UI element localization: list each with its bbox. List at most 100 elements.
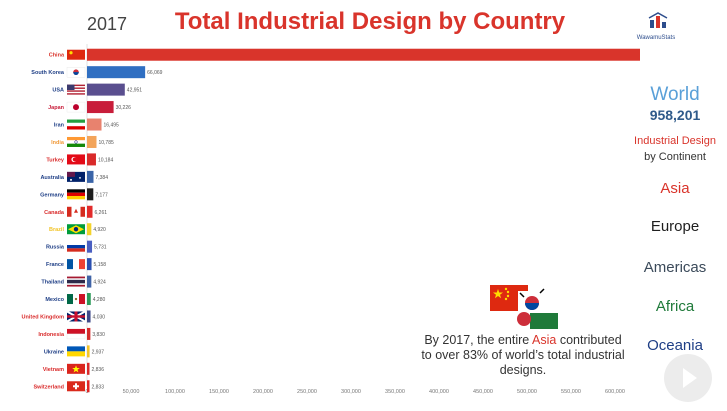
bar-value-label: 10,785 bbox=[98, 140, 114, 146]
logo: WawamuStats bbox=[637, 12, 678, 41]
bar-value-label: 4,924 bbox=[93, 280, 106, 286]
bar-value-label: 5,158 bbox=[94, 262, 107, 268]
turkey-flag bbox=[67, 154, 85, 165]
bar bbox=[87, 275, 92, 288]
bar-value-label: 4,920 bbox=[93, 227, 106, 233]
continent-subtitle-2: by Continent bbox=[644, 151, 706, 163]
bar-value-label: 4,030 bbox=[93, 314, 106, 320]
bar-value-label: 10,184 bbox=[98, 157, 114, 163]
continent-oceania: Oceania bbox=[647, 337, 703, 354]
country-label: Australia bbox=[40, 175, 64, 181]
x-tick-label: 250,000 bbox=[297, 389, 317, 395]
bar-value-label: 5,731 bbox=[94, 245, 107, 251]
bar bbox=[87, 293, 91, 306]
indonesia-flag bbox=[66, 328, 86, 340]
x-tick-label: 550,000 bbox=[561, 389, 581, 395]
brazil-flag bbox=[67, 224, 85, 235]
x-tick-label: 400,000 bbox=[429, 389, 449, 395]
australia-flag bbox=[67, 171, 85, 182]
bar-value-label: 42,951 bbox=[127, 88, 143, 94]
x-tick-label: 200,000 bbox=[253, 389, 273, 395]
south-korea-flag bbox=[66, 67, 86, 78]
bar-chart: 050,000100,000150,000200,000250,000300,0… bbox=[22, 44, 640, 395]
japan-flag bbox=[66, 101, 86, 113]
country-label: India bbox=[51, 140, 65, 146]
ukraine-flag bbox=[67, 346, 85, 357]
chart-title: Total Industrial Design by Country bbox=[174, 8, 566, 35]
bar bbox=[87, 135, 97, 148]
germany-flag bbox=[67, 189, 85, 200]
bar bbox=[87, 223, 92, 236]
iran-flag bbox=[67, 119, 85, 130]
bar bbox=[87, 66, 146, 79]
note-text-1: By 2017, the entire bbox=[424, 333, 533, 347]
world-label: World bbox=[650, 84, 700, 105]
country-label: Indonesia bbox=[38, 332, 65, 338]
continent-europe: Europe bbox=[650, 218, 700, 235]
continent-africa: Africa bbox=[655, 298, 695, 315]
bar bbox=[87, 101, 114, 114]
russia-flag bbox=[67, 241, 85, 252]
bar bbox=[87, 310, 91, 323]
country-label: Iran bbox=[54, 123, 65, 129]
year-label: 2017 bbox=[87, 14, 128, 34]
china-flag bbox=[67, 49, 85, 60]
bar-value-label: 2,937 bbox=[92, 349, 105, 355]
bar bbox=[87, 327, 91, 340]
country-label: Ukraine bbox=[44, 349, 64, 355]
country-label: Turkey bbox=[46, 157, 65, 163]
india-flag bbox=[67, 136, 85, 147]
world-value: 958,201 bbox=[649, 107, 701, 123]
country-label: USA bbox=[52, 88, 64, 94]
bar-value-label: 2,836 bbox=[91, 367, 104, 373]
bar-value-label: 6,261 bbox=[95, 210, 108, 216]
country-label: Japan bbox=[48, 105, 65, 111]
bar-value-label: 30,226 bbox=[116, 105, 132, 111]
bar-value-label: 4,280 bbox=[93, 297, 106, 303]
switzerland-flag bbox=[67, 381, 85, 392]
united-kingdom-flag bbox=[66, 310, 86, 323]
bar-value-label: 3,830 bbox=[92, 332, 105, 338]
note-highlight: Asia bbox=[532, 333, 557, 347]
country-label: Thailand bbox=[41, 280, 64, 286]
logo-icon bbox=[648, 12, 668, 28]
mexico-flag bbox=[67, 294, 85, 305]
country-label: Canada bbox=[44, 210, 65, 216]
bar bbox=[87, 258, 92, 271]
logo-text: WawamuStats bbox=[636, 35, 676, 41]
bar bbox=[87, 362, 90, 375]
continent-subtitle: Industrial Design bbox=[634, 135, 716, 147]
bar-value-label: 7,384 bbox=[95, 175, 108, 181]
bar-value-label: 2,833 bbox=[91, 384, 104, 390]
bar bbox=[87, 83, 125, 96]
note-text-2: contributed to over 83% of world’s total… bbox=[421, 333, 625, 377]
x-tick-label: 450,000 bbox=[473, 389, 493, 395]
france-flag bbox=[67, 259, 85, 270]
country-label: Switzerland bbox=[33, 384, 64, 390]
bar bbox=[87, 48, 640, 61]
annotation-note: By 2017, the entire Asia contributed to … bbox=[418, 333, 628, 378]
x-tick-label: 300,000 bbox=[341, 389, 361, 395]
bar bbox=[87, 153, 96, 166]
country-label: United Kingdom bbox=[22, 314, 65, 320]
asia-flags-image bbox=[490, 285, 558, 331]
x-tick-label: 350,000 bbox=[385, 389, 405, 395]
x-tick-label: 100,000 bbox=[165, 389, 185, 395]
bar bbox=[87, 240, 93, 253]
country-label: Mexico bbox=[45, 297, 64, 303]
thailand-flag bbox=[67, 276, 85, 287]
bar-value-label: 16,495 bbox=[104, 123, 120, 129]
country-label: China bbox=[49, 53, 65, 59]
continent-americas: Americas bbox=[643, 259, 707, 276]
country-label: Russia bbox=[46, 245, 65, 251]
bar bbox=[87, 170, 94, 183]
x-tick-label: 600,000 bbox=[605, 389, 625, 395]
vietnam-flag bbox=[67, 363, 85, 374]
country-label: Brazil bbox=[49, 227, 64, 233]
bar-value-label: 66,069 bbox=[147, 70, 163, 76]
country-label: South Korea bbox=[31, 70, 65, 76]
play-icon[interactable] bbox=[664, 354, 712, 402]
canada-flag bbox=[67, 206, 85, 217]
country-label: Vietnam bbox=[43, 367, 64, 373]
bar bbox=[87, 118, 102, 131]
